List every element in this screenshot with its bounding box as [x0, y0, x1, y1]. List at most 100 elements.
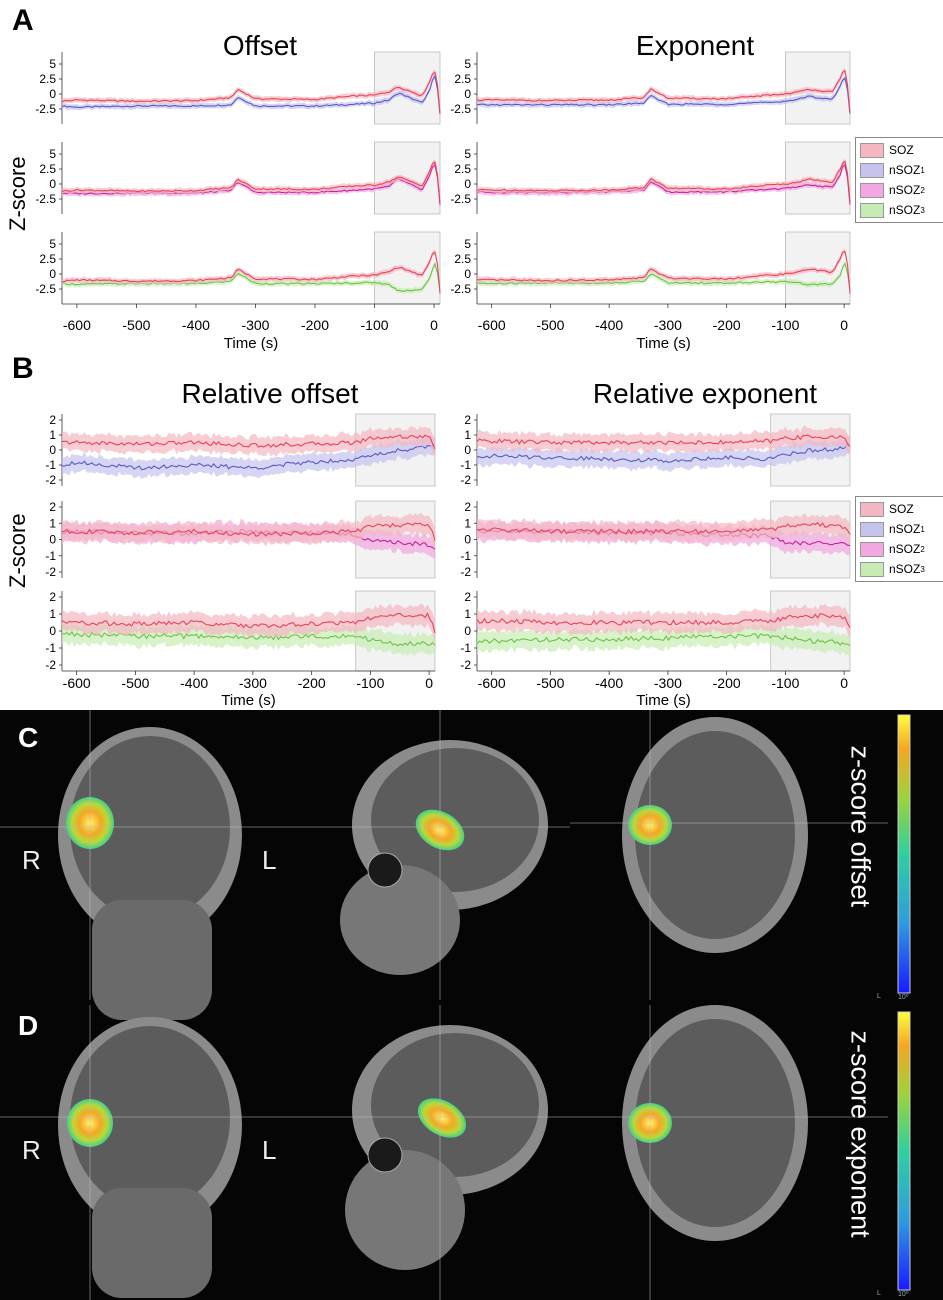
series-line-n3: [61, 262, 441, 292]
series-line-soz: [61, 434, 436, 450]
legend-text-nsoz1: nSOZ: [889, 163, 921, 177]
y-tick-label: -2: [45, 658, 56, 672]
series-line-soz: [476, 434, 851, 448]
x-tick-label: -600: [63, 675, 91, 691]
chart-offset: 52.50-2.552.50-2.552.50-2.5-600 -500 -400-…: [35, 51, 851, 709]
x-tick-label: -200: [298, 675, 326, 691]
y-tick-label: 1: [49, 428, 56, 442]
colorbar-offset: [897, 714, 911, 994]
brain-axial-c: [622, 717, 808, 953]
x-tick-label: -500: [122, 317, 150, 333]
confidence-band-soz: [62, 426, 435, 459]
orbit: [367, 852, 403, 888]
confidence-band-n1: [477, 75, 850, 117]
x-tick-label: 0: [425, 675, 433, 691]
y-tick-label: 0: [464, 624, 471, 638]
legend-swatch-nsoz2: [860, 541, 884, 557]
panel-label-a: A: [12, 4, 34, 37]
legend-item-nsoz1: nSOZ 1: [860, 519, 940, 539]
series-line-n3: [476, 262, 851, 291]
legend-b: SOZ nSOZ 1 nSOZ 2 nSOZ 3: [855, 496, 943, 582]
y-tick-label: 0: [464, 533, 471, 547]
y-tick-label: 2: [464, 500, 471, 514]
panel-label-d: D: [18, 1010, 39, 1041]
x-tick-label: -400: [182, 317, 210, 333]
y-tick-label: 1: [49, 516, 56, 530]
brain-sagittal-c: [340, 740, 548, 975]
y-tick-label: 0: [464, 177, 471, 191]
y-tick-label: 0: [49, 87, 56, 101]
chart-title-relative-exponent: Relative exponent: [592, 378, 818, 409]
y-tick-label: 2: [49, 590, 56, 604]
y-tick-label: 5: [464, 237, 471, 251]
legend-swatch-nsoz1: [860, 162, 884, 178]
x-tick-label: -200: [713, 317, 741, 333]
confidence-band-soz: [477, 604, 850, 639]
y-tick-label: 0: [49, 267, 56, 281]
x-tick-label: -400: [595, 675, 623, 691]
legend-item-nsoz2: nSOZ 2: [860, 539, 940, 559]
series-line-n3: [476, 633, 851, 646]
chart-title-relative-offset: Relative offset: [181, 378, 359, 409]
y-tick-label: 1: [464, 607, 471, 621]
shaded-window: [784, 51, 851, 125]
legend-item-soz: SOZ: [860, 499, 940, 519]
series-line-soz: [476, 69, 851, 114]
confidence-band-soz: [477, 158, 850, 206]
confidence-band-soz: [477, 425, 850, 456]
x-tick-label: 0: [840, 317, 848, 333]
x-tick-label: -600: [478, 675, 506, 691]
jaw-region: [92, 1188, 212, 1298]
y-tick-label: -2.5: [450, 282, 471, 296]
y-axis-label-b: Z-score: [5, 513, 30, 588]
confidence-band-n3: [62, 261, 440, 295]
series-line-n1: [476, 77, 851, 114]
x-tick-label: -100: [356, 675, 384, 691]
legend-text-soz: SOZ: [889, 143, 914, 157]
legend-item-nsoz3: nSOZ 3: [860, 559, 940, 579]
x-tick-label: -100: [361, 317, 389, 333]
x-tick-label: -600: [478, 317, 506, 333]
y-tick-label: 2: [464, 413, 471, 427]
shaded-window: [784, 231, 851, 305]
brain-tissue: [635, 1019, 795, 1227]
confidence-band-soz: [477, 513, 850, 545]
y-tick-label: 2.5: [39, 72, 56, 86]
y-tick-label: -1: [45, 458, 56, 472]
y-tick-label: 2.5: [454, 252, 471, 266]
x-tick-label: -300: [239, 675, 267, 691]
y-tick-label: -2: [45, 473, 56, 487]
y-tick-label: -2: [460, 473, 471, 487]
confidence-band-n1: [62, 435, 435, 480]
brain-tissue: [70, 736, 230, 920]
x-tick-label: 0: [430, 317, 438, 333]
legend-text-nsoz3: nSOZ: [889, 203, 921, 217]
brain-axial-d: [622, 1005, 808, 1241]
y-tick-label: 0: [464, 443, 471, 457]
label-left-d: L: [262, 1135, 277, 1165]
y-tick-label: 5: [49, 237, 56, 251]
y-tick-label: -2.5: [450, 192, 471, 206]
y-tick-label: 0: [49, 624, 56, 638]
series-line-soz: [61, 522, 436, 541]
confidence-band-soz: [62, 249, 440, 297]
y-tick-label: -1: [460, 641, 471, 655]
legend-swatch-soz: [860, 142, 884, 158]
x-tick-label: -100: [771, 675, 799, 691]
legend-sub-nsoz3: 3: [920, 564, 925, 574]
x-tick-label: -400: [180, 675, 208, 691]
y-tick-label: 2: [49, 500, 56, 514]
x-tick-label: -200: [301, 317, 329, 333]
y-tick-label: 0: [464, 267, 471, 281]
y-tick-label: 2.5: [39, 252, 56, 266]
x-tick-label: -500: [536, 675, 564, 691]
series-line-soz: [61, 251, 441, 294]
series-line-n1: [62, 443, 436, 471]
label-right-c: R: [22, 845, 41, 875]
y-tick-label: -2.5: [35, 102, 56, 116]
legend-sub-nsoz1: 1: [920, 524, 925, 534]
series-line-soz: [476, 613, 851, 628]
series-line-soz: [61, 71, 441, 115]
panel-label-b: B: [12, 352, 34, 385]
y-tick-label: -1: [45, 641, 56, 655]
